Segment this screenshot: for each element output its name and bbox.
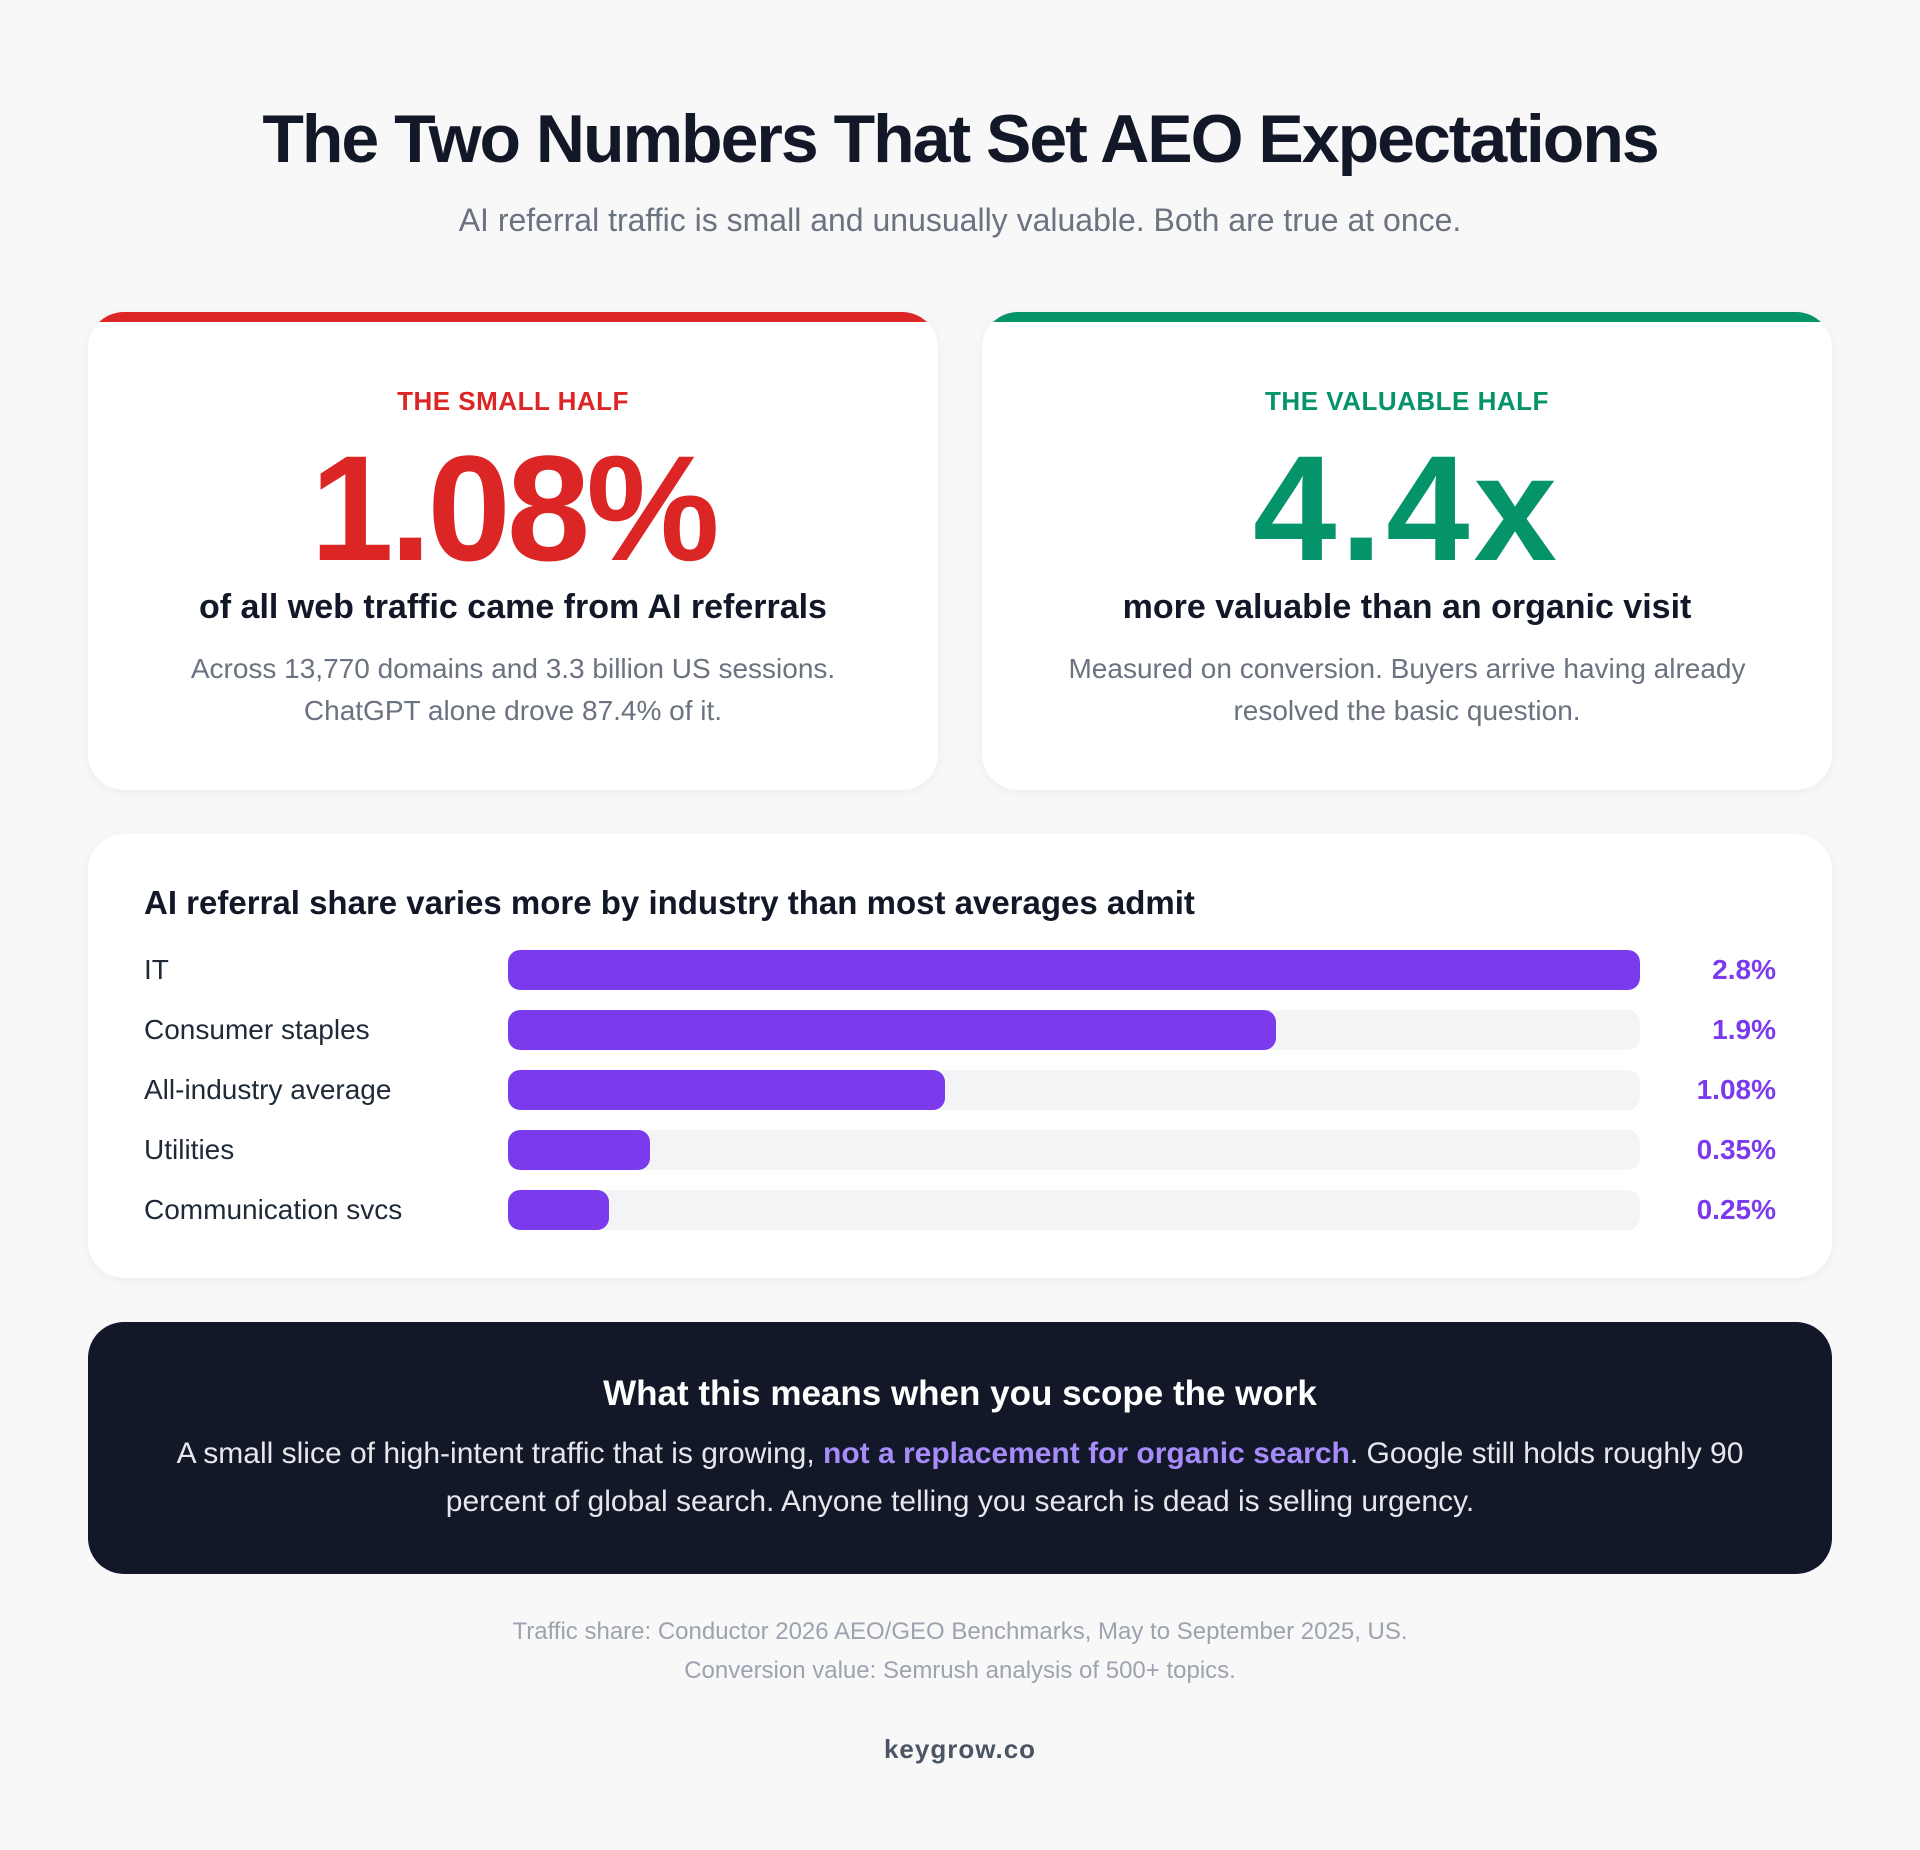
bar-track	[508, 1070, 1640, 1110]
small-half-desc-line-2: ChatGPT alone drove 87.4% of it.	[303, 695, 723, 726]
callout-title: What this means when you scope the work	[603, 1374, 1317, 1413]
valuable-half-card: THE VALUABLE HALF 4.4x more valuable tha…	[982, 312, 1832, 790]
bar-track	[508, 1190, 1640, 1230]
bar-value-label: 0.35%	[1696, 1134, 1776, 1165]
chart-title: AI referral share varies more by industr…	[144, 884, 1195, 921]
small-half-description: Across 13,770 domains and 3.3 billion US…	[148, 648, 878, 732]
brand-footer: keygrow.co	[883, 1734, 1037, 1764]
valuable-half-desc-line-2: resolved the basic question.	[1233, 695, 1581, 726]
source-line-2: Conversion value: Semrush analysis of 50…	[684, 1657, 1236, 1684]
callout-highlight: not a replacement for organic search	[823, 1437, 1350, 1470]
valuable-half-kicker: THE VALUABLE HALF	[1265, 386, 1549, 416]
source-note: Traffic share: Conductor 2026 AEO/GEO Be…	[0, 1612, 1920, 1690]
bar-category-label: IT	[144, 954, 169, 985]
bar-value-label: 0.25%	[1696, 1194, 1776, 1225]
callout-body: A small slice of high-intent traffic tha…	[168, 1430, 1752, 1526]
callout-body-text-end: . Google still holds roughly 90 percent …	[445, 1437, 1744, 1518]
bar	[508, 1070, 945, 1110]
bar-track	[508, 950, 1640, 990]
small-half-accent-bar	[88, 312, 938, 322]
bar	[508, 950, 1640, 990]
bar	[508, 1190, 610, 1230]
page-title: The Two Numbers That Set AEO Expectation…	[262, 101, 1659, 177]
small-half-value: 1.08%	[310, 424, 719, 592]
bar-value-label: 1.08%	[1696, 1074, 1776, 1105]
small-half-headline: of all web traffic came from AI referral…	[199, 588, 827, 626]
bar-category-label: Utilities	[144, 1134, 235, 1165]
small-half-card: THE SMALL HALF 1.08% of all web traffic …	[88, 312, 938, 790]
bar-value-label: 1.9%	[1712, 1014, 1776, 1045]
industry-chart-card: AI referral share varies more by industr…	[88, 834, 1832, 1278]
bar-row: Utilities 0.35%	[144, 1130, 1776, 1190]
bar-row: Communication svcs 0.25%	[144, 1190, 1776, 1250]
valuable-half-description: Measured on conversion. Buyers arrive ha…	[1042, 648, 1772, 732]
small-half-desc-line-1: Across 13,770 domains and 3.3 billion US…	[190, 653, 836, 684]
bar-row: All-industry average 1.08%	[144, 1070, 1776, 1130]
bar-track	[508, 1010, 1640, 1050]
callout-body-text-start: A small slice of high-intent traffic tha…	[176, 1437, 823, 1470]
bar-category-label: All-industry average	[144, 1074, 392, 1105]
bar	[508, 1010, 1277, 1050]
page-subtitle: AI referral traffic is small and unusual…	[458, 202, 1462, 238]
valuable-half-headline: more valuable than an organic visit	[1122, 588, 1692, 626]
bar	[508, 1130, 650, 1170]
valuable-half-value: 4.4x	[1253, 424, 1561, 592]
bar-category-label: Communication svcs	[144, 1194, 403, 1225]
bar-row: IT 2.8%	[144, 950, 1776, 1010]
callout-panel: What this means when you scope the work …	[88, 1322, 1832, 1574]
bar-row: Consumer staples 1.9%	[144, 1010, 1776, 1070]
bar-track	[508, 1130, 1640, 1170]
valuable-half-accent-bar	[982, 312, 1832, 322]
small-half-kicker: THE SMALL HALF	[397, 386, 629, 416]
source-line-1: Traffic share: Conductor 2026 AEO/GEO Be…	[512, 1618, 1408, 1645]
valuable-half-desc-line-1: Measured on conversion. Buyers arrive ha…	[1068, 653, 1746, 684]
bar-chart: IT 2.8% Consumer staples 1.9% All-industry a…	[144, 950, 1776, 1250]
bar-value-label: 2.8%	[1712, 954, 1776, 985]
bar-category-label: Consumer staples	[144, 1014, 370, 1045]
